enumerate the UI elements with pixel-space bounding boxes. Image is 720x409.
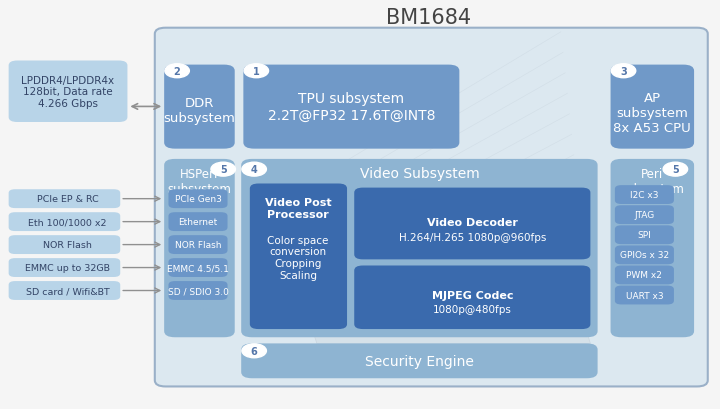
Text: NOR Flash: NOR Flash (43, 240, 92, 249)
Text: 3: 3 (620, 67, 627, 76)
FancyBboxPatch shape (155, 29, 708, 387)
FancyBboxPatch shape (611, 160, 694, 337)
Text: EMMC 4.5/5.1: EMMC 4.5/5.1 (167, 263, 229, 272)
FancyBboxPatch shape (241, 344, 598, 378)
Text: BM1684: BM1684 (386, 9, 471, 28)
Circle shape (663, 163, 688, 177)
Text: H.264/H.265 1080p@960fps: H.264/H.265 1080p@960fps (399, 232, 546, 242)
Text: SD card / Wifi&BT: SD card / Wifi&BT (26, 286, 109, 295)
FancyBboxPatch shape (168, 213, 228, 231)
Circle shape (611, 65, 636, 79)
FancyBboxPatch shape (9, 213, 120, 231)
FancyBboxPatch shape (615, 266, 674, 285)
FancyBboxPatch shape (9, 61, 127, 123)
Text: SPI: SPI (637, 231, 652, 240)
FancyBboxPatch shape (611, 65, 694, 149)
FancyBboxPatch shape (9, 236, 120, 254)
Circle shape (211, 163, 235, 177)
Text: AP
subsystem
8x A53 CPU: AP subsystem 8x A53 CPU (613, 92, 691, 135)
FancyBboxPatch shape (168, 281, 228, 300)
Text: PCIe Gen3: PCIe Gen3 (174, 195, 222, 204)
Text: EMMC up to 32GB: EMMC up to 32GB (25, 263, 110, 272)
Polygon shape (259, 164, 590, 344)
Text: DDR
subsystem: DDR subsystem (163, 97, 235, 124)
Text: UART x3: UART x3 (626, 291, 663, 300)
Text: SD / SDIO 3.0: SD / SDIO 3.0 (168, 286, 228, 295)
FancyBboxPatch shape (168, 236, 228, 254)
FancyBboxPatch shape (354, 266, 590, 329)
Text: Security Engine: Security Engine (365, 354, 474, 368)
FancyBboxPatch shape (9, 281, 120, 300)
Text: MJPEG Codec: MJPEG Codec (431, 290, 513, 300)
Text: Color space
conversion
Cropping
Scaling: Color space conversion Cropping Scaling (267, 235, 329, 280)
Text: 2: 2 (174, 67, 181, 76)
Text: 1: 1 (253, 67, 260, 76)
Text: NOR Flash: NOR Flash (175, 240, 221, 249)
Text: TPU subsystem
2.2T@FP32 17.6T@INT8: TPU subsystem 2.2T@FP32 17.6T@INT8 (268, 92, 435, 122)
Text: I2C x3: I2C x3 (630, 191, 659, 200)
Text: 6: 6 (251, 346, 258, 356)
Text: PCIe EP & RC: PCIe EP & RC (37, 195, 99, 204)
Text: Video Post
Processor: Video Post Processor (265, 198, 331, 219)
Circle shape (244, 65, 269, 79)
FancyBboxPatch shape (615, 246, 674, 265)
Text: Ethernet: Ethernet (179, 218, 217, 227)
Text: 1080p@480fps: 1080p@480fps (433, 304, 512, 314)
Text: LPDDR4/LPDDR4x
128bit, Data rate
4.266 Gbps: LPDDR4/LPDDR4x 128bit, Data rate 4.266 G… (21, 76, 114, 108)
FancyBboxPatch shape (241, 160, 598, 337)
FancyBboxPatch shape (250, 184, 347, 329)
FancyBboxPatch shape (9, 258, 120, 277)
FancyBboxPatch shape (615, 206, 674, 225)
Text: Video Subsystem: Video Subsystem (360, 167, 480, 181)
Text: 5: 5 (220, 165, 227, 175)
Circle shape (165, 65, 189, 79)
Text: GPIOs x 32: GPIOs x 32 (620, 251, 669, 260)
FancyBboxPatch shape (615, 226, 674, 245)
FancyBboxPatch shape (615, 286, 674, 305)
Text: Peri
subsystem: Peri subsystem (621, 168, 684, 196)
FancyBboxPatch shape (164, 160, 235, 337)
FancyBboxPatch shape (164, 65, 235, 149)
Text: 4: 4 (251, 165, 258, 175)
FancyBboxPatch shape (615, 186, 674, 204)
FancyBboxPatch shape (168, 258, 228, 277)
FancyBboxPatch shape (9, 190, 120, 209)
Text: JTAG: JTAG (634, 211, 654, 220)
FancyBboxPatch shape (243, 65, 459, 149)
Text: 5: 5 (672, 165, 679, 175)
Text: HSPeri
subsystem: HSPeri subsystem (168, 168, 231, 196)
Text: Video Decoder: Video Decoder (427, 218, 518, 228)
Text: Eth 100/1000 x2: Eth 100/1000 x2 (28, 218, 107, 227)
Circle shape (242, 163, 266, 177)
FancyBboxPatch shape (168, 190, 228, 209)
FancyBboxPatch shape (354, 188, 590, 260)
Text: PWM x2: PWM x2 (626, 271, 662, 280)
Circle shape (242, 344, 266, 358)
